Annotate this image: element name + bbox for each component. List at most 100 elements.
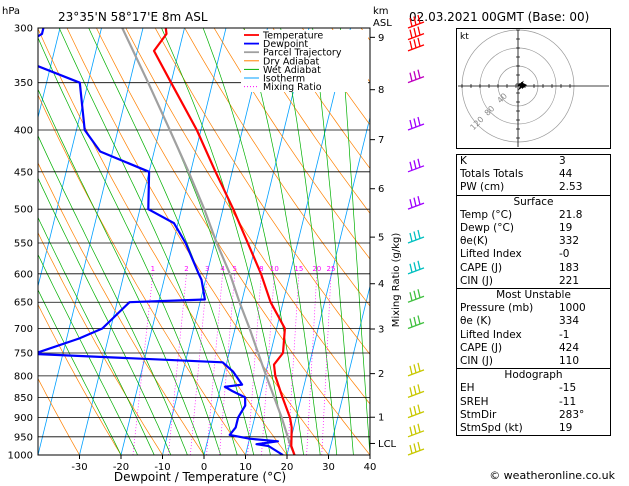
wind-barb-feather [413, 425, 417, 434]
wind-barb-feather [413, 364, 417, 374]
copyright-label: © weatheronline.co.uk [489, 469, 615, 482]
isotherm-line [286, 115, 370, 455]
hodograph-frame [456, 28, 611, 149]
parcel-trajectory-line [121, 28, 296, 455]
km-tick-label: 4 [378, 279, 384, 290]
mixing-ratio-line [168, 273, 187, 455]
wind-barb-feather [413, 262, 417, 271]
legend-entry: Temperature [262, 31, 323, 42]
wind-barb-feather [417, 289, 421, 298]
wind-barb-feather [417, 229, 421, 239]
temp-tick-label: 0 [201, 462, 207, 473]
wind-barb-feather [413, 118, 417, 128]
surface-row: θe(K) 332 [460, 235, 580, 248]
wind-barbs [407, 14, 425, 456]
isotherm-line [120, 28, 227, 455]
wind-barb-feather [413, 290, 417, 300]
wind-barb-feather [413, 443, 417, 453]
wind-barb-feather [409, 161, 413, 171]
km-tick-label: 6 [378, 184, 384, 195]
mixing-ratio-line [206, 273, 223, 455]
wind-barb-feather [413, 71, 417, 80]
mixing-ratio-line [287, 273, 300, 455]
wind-barb-feather [413, 16, 417, 26]
pressure-tick-label: 1000 [8, 451, 33, 462]
mixing-ratio-line [261, 273, 275, 455]
mixing-ratio-axis-label: Mixing Ratio (g/kg) [391, 233, 402, 328]
storm-motion-marker [521, 82, 527, 89]
x-axis-label: Dewpoint / Temperature (°C) [114, 470, 286, 484]
wind-barb-feather [417, 26, 421, 36]
isotherm-lines [38, 28, 370, 455]
km-unit-label: km ASL [373, 6, 392, 29]
pressure-tick-label: 300 [14, 24, 33, 35]
wind-barb-feather [409, 426, 413, 436]
wind-barb-feather [409, 292, 413, 301]
temp-tick-label: -10 [154, 462, 170, 473]
isotherm-line [79, 28, 185, 455]
km-tick-label: 3 [378, 325, 384, 336]
wind-barb-feather [417, 14, 421, 24]
axes: 3003504004505005506006507007508008509009… [8, 24, 397, 474]
mixing-ratio-line [306, 273, 318, 455]
wind-barb-feather [409, 119, 413, 129]
isotherm-line [38, 28, 144, 455]
wind-barb-feather [417, 404, 421, 414]
temperature-line [152, 28, 296, 455]
mixing-ratio-line [219, 273, 236, 455]
mixing-ratio-lines [132, 273, 332, 455]
dry-adiabat-line [243, 28, 370, 214]
mu-row: θe (K) 334 [460, 315, 580, 328]
mixing-ratio-tick-label: 20 [312, 265, 321, 273]
wind-barb-feather [417, 116, 421, 126]
wind-barb-feather [413, 197, 417, 207]
surface-row: CAPE (J) 183 [460, 261, 580, 274]
wind-barb-feather [409, 365, 413, 375]
station-title: 23°35'N 58°17'E 8m ASL [58, 10, 208, 24]
datetime-label: 02.03.2021 00GMT (Base: 00) [409, 10, 590, 24]
pressure-tick-label: 950 [14, 432, 33, 443]
wind-barb-feather [409, 199, 413, 208]
hodograph-box: Hodograph EH -15 SREH -11 StmDir 283° StmSp… [456, 368, 611, 437]
wind-barb-feather [413, 160, 417, 169]
dry-adiabat-line [272, 28, 370, 170]
km-tick-label: 5 [378, 233, 384, 244]
mixing-ratio-line [190, 273, 208, 455]
dry-adiabat-line [213, 28, 370, 260]
hodograph-title: Hodograph [504, 369, 563, 382]
wind-barb-feather [417, 362, 421, 372]
km-tick-label: 8 [378, 85, 384, 96]
mu-row: CIN (J) 110 [460, 355, 580, 368]
mixing-ratio-tick-label: 4 [220, 265, 225, 273]
wind-barb-feather [409, 17, 413, 27]
wind-barb-feather [409, 29, 413, 39]
legend-entry: Dewpoint [263, 39, 308, 50]
surface-row: CIN (J) 221 [460, 274, 580, 287]
pressure-tick-label: 750 [14, 348, 33, 359]
hodograph-unit-label: kt [460, 32, 469, 42]
temp-tick-label: 40 [364, 462, 377, 473]
wind-barb-feather [413, 27, 417, 37]
mixing-ratio-line [321, 273, 332, 455]
wind-barb-feather [417, 69, 421, 79]
legend-entry: Dry Adiabat [263, 56, 320, 67]
wet-adiabat-line [88, 28, 255, 455]
pressure-tick-label: 900 [14, 413, 33, 424]
km-tick-label: 7 [378, 135, 384, 146]
mu-row: CAPE (J) 424 [460, 341, 580, 354]
temp-tick-label: -30 [71, 462, 87, 473]
wind-barb-feather [417, 315, 421, 325]
pressure-tick-label: 600 [14, 269, 33, 280]
temp-tick-label: 10 [239, 462, 252, 473]
pressure-tick-label: 400 [14, 126, 33, 137]
isotherm-line [38, 28, 102, 288]
km-tick-label: LCL [378, 439, 397, 450]
wind-barb-feather [409, 72, 413, 82]
sounding-series [38, 28, 296, 455]
mixing-ratio-tick-label: 15 [294, 265, 303, 273]
most-unstable-title: Most Unstable [496, 289, 571, 302]
temp-tick-label: 20 [281, 462, 294, 473]
hodo-row: SREH -11 [460, 395, 577, 408]
